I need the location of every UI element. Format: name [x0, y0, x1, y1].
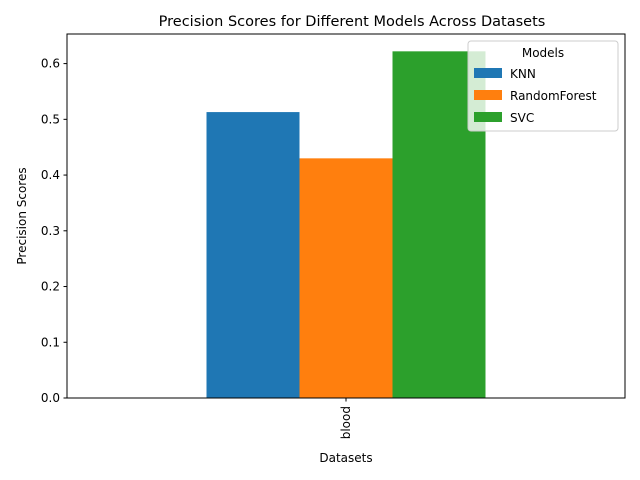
legend: Models KNN RandomForest SVC — [467, 40, 619, 132]
legend-label-knn: KNN — [510, 67, 536, 81]
y-axis-label: Precision Scores — [15, 167, 29, 264]
y-axis: 0.0 0.1 0.2 0.3 0.4 0.5 0.6 — [41, 57, 67, 405]
x-axis-label: Datasets — [319, 451, 372, 465]
chart-title: Precision Scores for Different Models Ac… — [159, 14, 546, 30]
y-tick-label: 0.3 — [41, 224, 60, 238]
legend-swatch-randomforest — [474, 90, 502, 100]
legend-label-randomforest: RandomForest — [510, 89, 597, 103]
x-axis: blood — [339, 398, 353, 439]
y-tick-label: 0.2 — [41, 280, 60, 294]
legend-box — [467, 40, 619, 132]
y-tick-label: 0.6 — [41, 57, 60, 71]
y-tick-label: 0.4 — [41, 168, 60, 182]
bar-knn-blood — [206, 112, 300, 398]
y-tick-label: 0.0 — [41, 391, 60, 405]
legend-title: Models — [522, 46, 564, 60]
y-tick-label: 0.5 — [41, 112, 60, 126]
x-tick-label: blood — [339, 406, 353, 439]
legend-swatch-knn — [474, 68, 502, 78]
legend-label-svc: SVC — [510, 111, 534, 125]
y-tick-label: 0.1 — [41, 335, 60, 349]
plot-area — [206, 51, 486, 398]
legend-swatch-svc — [474, 112, 502, 122]
bar-randomforest-blood — [299, 158, 393, 398]
